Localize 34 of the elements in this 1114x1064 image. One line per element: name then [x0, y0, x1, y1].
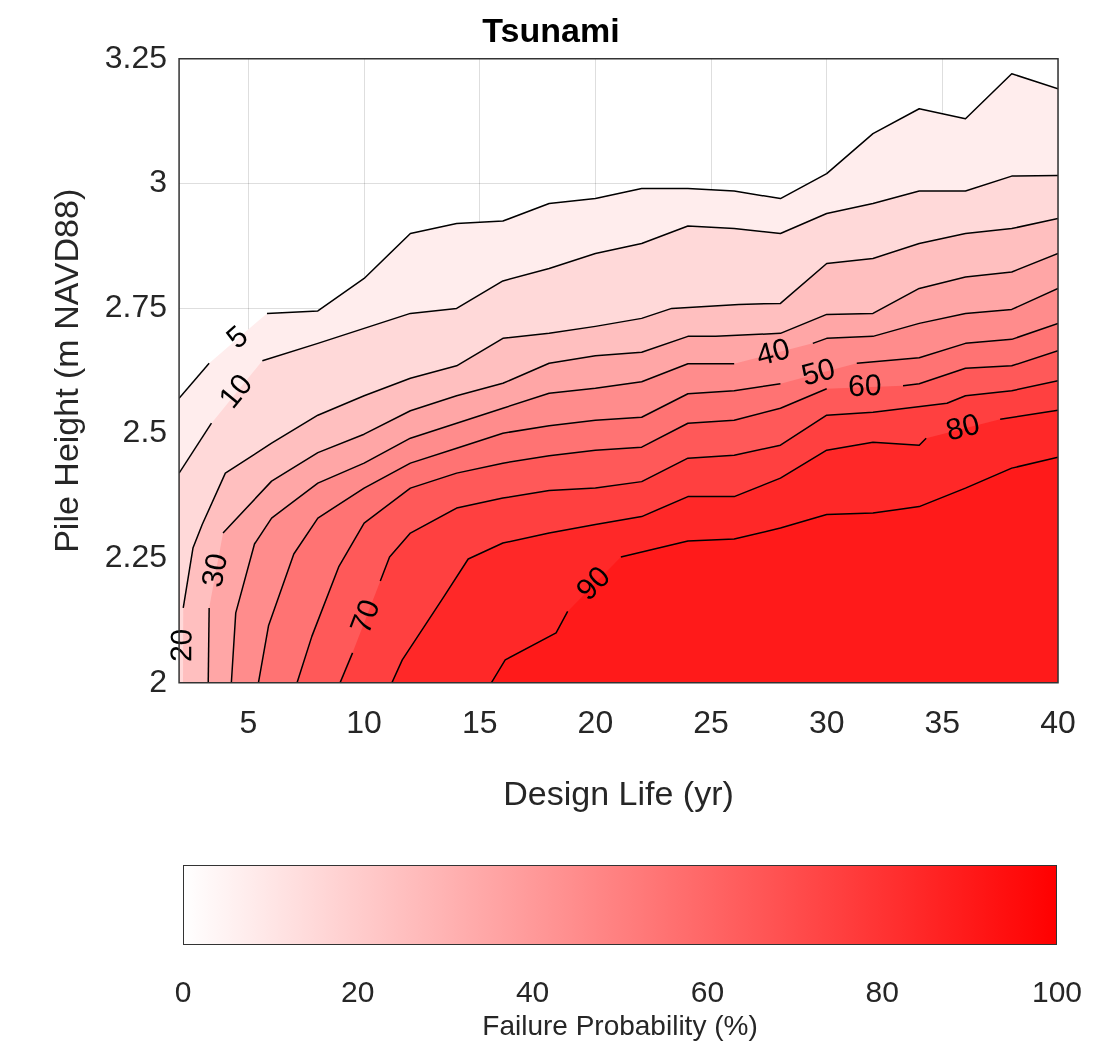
x-tick-label: 15 — [461, 703, 498, 740]
series-label: 60 — [847, 367, 883, 403]
text: 30 — [194, 550, 234, 590]
color-bar-label: 60 — [689, 975, 726, 1009]
x-tick-label: 25 — [693, 703, 729, 740]
y-axis-title: Pile Height (m NAVD88) — [46, 188, 85, 553]
chart-title: Tsunami — [482, 10, 620, 49]
x-tick-label: 40 — [1040, 703, 1076, 740]
text: 50 — [797, 351, 839, 392]
color-bar-label: 100 — [1030, 975, 1084, 1009]
text: 20 — [164, 628, 198, 663]
x-tick-label: 10 — [346, 703, 382, 740]
x-tick-label: 5 — [239, 703, 258, 740]
text: 70 — [342, 594, 386, 638]
color-bar-title: Failure Probability (%) — [481, 1010, 759, 1042]
x-tick-label: 20 — [577, 703, 614, 740]
x-tick-label: 35 — [924, 703, 961, 740]
text: 40 — [752, 331, 794, 372]
text: 5 — [219, 318, 254, 355]
text: 90 — [569, 559, 617, 607]
y-tick-label: 3 — [149, 163, 168, 200]
y-tick-label: 2.5 — [122, 413, 168, 450]
x-tick-label: 30 — [808, 703, 845, 740]
color-bar-label: 80 — [864, 975, 900, 1009]
x-axis-title: Design Life (yr) — [503, 773, 734, 812]
y-tick-label: 2.25 — [104, 537, 168, 574]
y-tick-label: 3.25 — [104, 38, 168, 75]
y-tick-label: 2.75 — [104, 288, 168, 325]
color-bar-label: 40 — [514, 975, 551, 1009]
color-bar-label: 0 — [173, 975, 193, 1009]
color-bar-label: 20 — [340, 975, 376, 1009]
text: 80 — [942, 406, 983, 447]
text: 10 — [211, 367, 259, 414]
y-tick-label: 2 — [149, 662, 168, 699]
